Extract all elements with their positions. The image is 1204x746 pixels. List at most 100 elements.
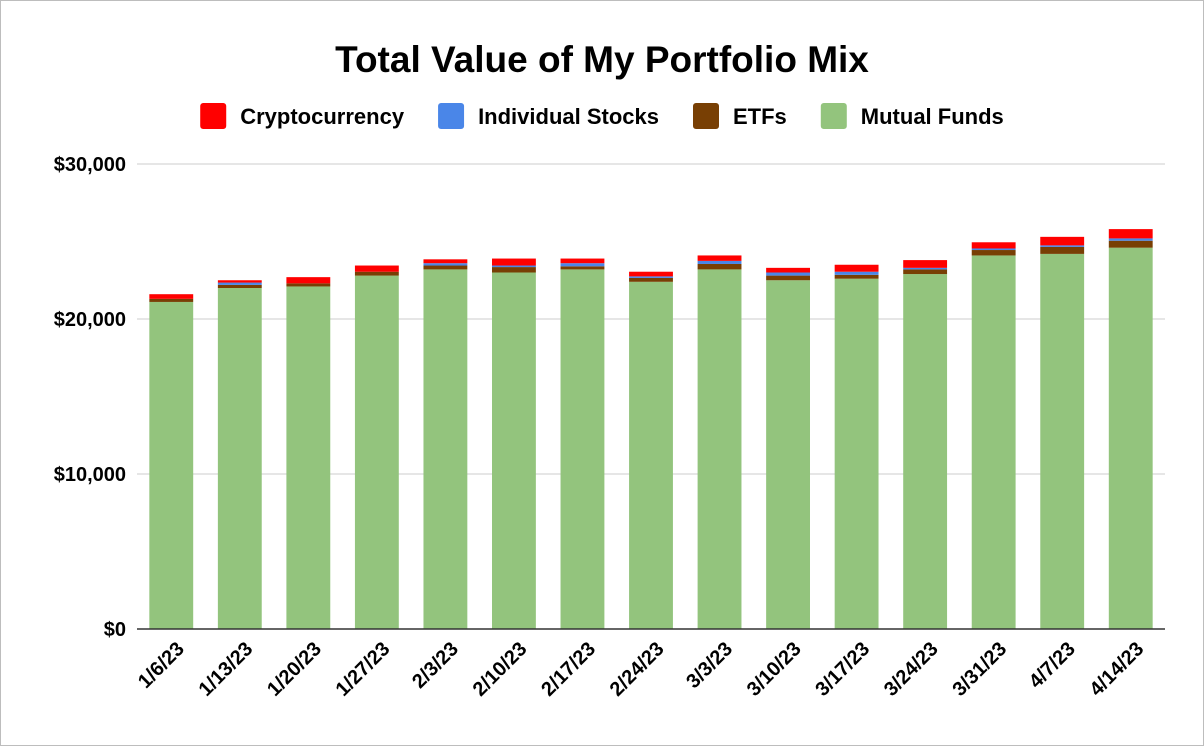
x-tick-label: 1/20/23 [263, 638, 326, 701]
bar-stack [629, 271, 673, 629]
bar-segment-mutual-funds [971, 255, 1016, 629]
bar-segment-individual-stocks [903, 267, 948, 270]
bar-stack [423, 259, 468, 629]
bar-segment-etfs [629, 277, 673, 282]
bar-segment-cryptocurrency [149, 294, 194, 299]
bar-segment-cryptocurrency [834, 264, 879, 272]
bar-segment-etfs [492, 267, 536, 273]
bar-segment-individual-stocks [1040, 245, 1085, 247]
bar-segment-etfs [697, 263, 742, 270]
bar-segment-mutual-funds [560, 269, 605, 629]
legend-item-mutual-funds: Mutual Funds [820, 103, 1004, 129]
x-tick-label: 2/24/23 [606, 638, 669, 701]
bar-segment-mutual-funds [629, 281, 673, 629]
legend-label: Individual Stocks [478, 104, 659, 129]
bar-segment-etfs [560, 266, 605, 270]
legend-item-etfs: ETFs [693, 103, 787, 129]
x-tick-label: 3/3/23 [682, 638, 737, 693]
bar-segment-etfs [903, 269, 948, 275]
bar-segment-cryptocurrency [903, 260, 948, 268]
bar-segment-mutual-funds [217, 288, 262, 629]
bar-segment-individual-stocks [492, 265, 536, 268]
legend-item-individual-stocks: Individual Stocks [438, 103, 659, 129]
legend-label: Cryptocurrency [240, 104, 405, 129]
bar-segment-mutual-funds [423, 269, 468, 629]
x-tick-label: 3/17/23 [811, 638, 874, 701]
x-tick-label: 3/31/23 [948, 638, 1011, 701]
bar-stack [903, 260, 948, 629]
bar-stack [217, 280, 262, 629]
bar-segment-individual-stocks [834, 271, 879, 275]
x-tick-label: 3/10/23 [743, 638, 806, 701]
x-tick-label: 1/27/23 [332, 638, 395, 701]
bar-segment-mutual-funds [903, 274, 948, 629]
y-tick-label: $0 [104, 619, 126, 641]
bar-segment-individual-stocks [560, 263, 605, 267]
y-axis: $0 $10,000 $20,000 $30,000 [54, 154, 126, 641]
bar-segment-individual-stocks [766, 272, 810, 276]
chart-title: Total Value of My Portfolio Mix [335, 39, 869, 80]
bar-segment-cryptocurrency [629, 271, 673, 277]
bar-stack [1040, 236, 1085, 629]
bar-segment-etfs [354, 271, 399, 276]
x-tick-label: 4/14/23 [1086, 638, 1149, 701]
bar-segment-individual-stocks [971, 248, 1016, 251]
bar-segment-individual-stocks [697, 260, 742, 264]
x-tick-label: 2/10/23 [469, 638, 532, 701]
x-tick-label: 1/13/23 [195, 638, 258, 701]
bar-segment-individual-stocks [629, 276, 673, 278]
bar-segment-cryptocurrency [1108, 229, 1153, 239]
bar-segment-mutual-funds [354, 275, 399, 629]
legend-swatch [820, 103, 847, 129]
bar-stack [971, 242, 1016, 629]
bar-segment-cryptocurrency [1040, 236, 1085, 246]
bar-segment-etfs [971, 250, 1016, 256]
x-tick-label: 2/17/23 [537, 638, 600, 701]
x-tick-label: 3/24/23 [880, 638, 943, 701]
bar-segment-mutual-funds [1040, 253, 1085, 629]
bar-segment-mutual-funds [149, 301, 194, 629]
bar-segment-cryptocurrency [560, 258, 605, 264]
bar-segment-individual-stocks [1108, 238, 1153, 241]
legend-swatch [200, 103, 227, 129]
bar-segment-cryptocurrency [971, 242, 1016, 249]
bars [149, 229, 1153, 629]
legend: Cryptocurrency Individual Stocks ETFs Mutua… [200, 103, 1004, 129]
bar-segment-etfs [766, 275, 810, 281]
x-tick-label: 1/6/23 [134, 638, 189, 693]
bar-segment-etfs [423, 265, 468, 270]
bar-segment-etfs [286, 283, 331, 287]
bar-segment-mutual-funds [286, 286, 331, 629]
legend-swatch [438, 103, 465, 129]
bar-segment-individual-stocks [217, 282, 262, 285]
bar-stack [286, 277, 331, 629]
bar-segment-etfs [149, 298, 194, 302]
bar-segment-mutual-funds [697, 269, 742, 629]
bar-stack [1108, 229, 1153, 629]
bar-stack [697, 255, 742, 629]
bar-segment-etfs [217, 284, 262, 288]
bar-segment-cryptocurrency [217, 280, 262, 283]
bar-segment-individual-stocks [423, 263, 468, 266]
bar-segment-etfs [834, 274, 879, 279]
bar-segment-cryptocurrency [697, 255, 742, 261]
bar-segment-mutual-funds [492, 272, 536, 629]
bar-segment-mutual-funds [834, 278, 879, 629]
bar-segment-cryptocurrency [423, 259, 468, 264]
legend-label: Mutual Funds [861, 104, 1004, 129]
x-tick-label: 4/7/23 [1025, 638, 1080, 693]
bar-stack [560, 258, 605, 629]
bar-segment-cryptocurrency [286, 277, 331, 284]
bar-stack [492, 258, 536, 629]
bar-segment-mutual-funds [1108, 247, 1153, 629]
legend-item-cryptocurrency: Cryptocurrency [200, 103, 405, 129]
bar-segment-cryptocurrency [354, 265, 399, 272]
y-tick-label: $30,000 [54, 154, 126, 176]
x-tick-label: 2/3/23 [408, 638, 463, 693]
bar-segment-mutual-funds [766, 280, 810, 629]
bar-stack [766, 267, 810, 629]
legend-label: ETFs [733, 104, 787, 129]
bar-segment-cryptocurrency [766, 267, 810, 273]
bar-segment-etfs [1108, 240, 1153, 248]
bar-segment-etfs [1040, 246, 1085, 254]
